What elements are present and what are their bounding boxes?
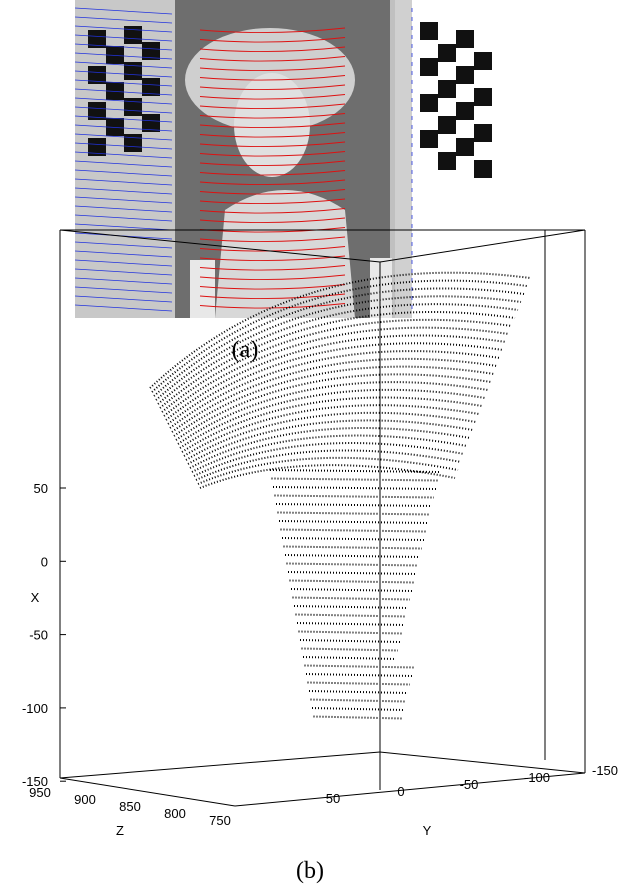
checker-square: [474, 52, 492, 70]
cloud-row: [291, 589, 412, 591]
cloud-row: [312, 708, 404, 710]
cloud-row: [162, 320, 512, 412]
cloud-row: [275, 496, 435, 498]
y-tick-label: -150: [592, 763, 618, 778]
cloud-row: [305, 666, 415, 668]
page: {"figure_a": {"caption": "(a)"}, "figure…: [0, 0, 619, 893]
cloud-row: [276, 504, 432, 506]
checker-square: [438, 116, 456, 134]
z-axis-label: Z: [116, 823, 124, 838]
cloud-row: [297, 623, 404, 625]
checker-square: [124, 62, 142, 80]
cloud-row: [282, 538, 424, 540]
x-axis-label: X: [31, 590, 40, 605]
checker-square: [124, 26, 142, 44]
caption-a: (a): [232, 337, 259, 363]
cloud-row: [281, 530, 427, 532]
cloud-row: [287, 564, 419, 566]
photo: [75, 0, 492, 318]
cloud-row: [314, 717, 403, 719]
cloud-row: [190, 428, 470, 468]
cloud-row: [158, 304, 518, 404]
cloud-row: [270, 470, 440, 472]
y-tick-label: 0: [397, 784, 404, 799]
cloud-row: [308, 683, 411, 685]
y-axis-label: Y: [423, 823, 432, 838]
cloud-row: [170, 351, 500, 428]
cloud-row: [182, 398, 482, 452]
checker-square: [474, 160, 492, 178]
cloud-row: [299, 632, 403, 634]
x-tick-label: 50: [34, 481, 48, 496]
figure: (a) 50 0 -50 -100 -150 950 900 850 800 750 50 0 -50 -…: [0, 0, 619, 893]
z-tick-label: 900: [74, 792, 96, 807]
cloud-row: [306, 674, 412, 676]
z-tick-label: 800: [164, 806, 186, 821]
y-tick-label: 50: [326, 791, 340, 806]
cloud-row: [279, 521, 428, 523]
right-board: [395, 0, 412, 318]
checker-square: [456, 102, 474, 120]
cloud-row: [278, 513, 431, 515]
x-tick-label: -100: [22, 701, 48, 716]
cloud-row: [284, 547, 423, 549]
cloud-row: [196, 450, 461, 480]
cloud-row: [290, 581, 415, 583]
cloud-row: [200, 465, 455, 488]
checker-square: [420, 130, 438, 148]
cloud-row: [273, 487, 436, 489]
checker-square: [420, 94, 438, 112]
cloud-row: [302, 649, 399, 651]
cloud-row: [294, 606, 408, 608]
cloud-row: [288, 572, 416, 574]
z-tick-label: 850: [119, 799, 141, 814]
z-tick-label: 750: [209, 813, 231, 828]
checker-square: [124, 98, 142, 116]
checker-square: [456, 30, 474, 48]
cloud-row: [300, 640, 400, 642]
point-cloud: [150, 273, 530, 719]
x-tick-label: -50: [29, 628, 48, 643]
checker-square: [438, 80, 456, 98]
cloud-row: [311, 700, 407, 702]
checker-square: [474, 88, 492, 106]
checker-square: [438, 152, 456, 170]
z-tick-label: 950: [29, 785, 51, 800]
checker-square: [124, 134, 142, 152]
cloud-row: [285, 555, 420, 557]
cloud-row: [166, 335, 506, 420]
cloud-row: [184, 405, 479, 456]
cloud-row: [293, 598, 411, 600]
y-tick-label: -100: [524, 770, 550, 785]
checker-square: [456, 138, 474, 156]
checker-square: [438, 44, 456, 62]
x-tick-label: 0: [41, 554, 48, 569]
cloud-row: [176, 374, 491, 440]
cloud-row: [296, 615, 407, 617]
checker-square: [420, 22, 438, 40]
cloud-row: [303, 657, 396, 659]
cloud-row: [174, 367, 494, 436]
box-edge: [380, 752, 585, 773]
box-edge: [60, 752, 380, 778]
checker-square: [474, 124, 492, 142]
caption-b: (b): [296, 858, 324, 884]
support-right: [370, 258, 392, 318]
checker-square: [420, 58, 438, 76]
cloud-row: [272, 479, 439, 481]
checker-square: [456, 66, 474, 84]
cloud-row: [309, 691, 408, 693]
y-tick-label: -50: [460, 777, 479, 792]
